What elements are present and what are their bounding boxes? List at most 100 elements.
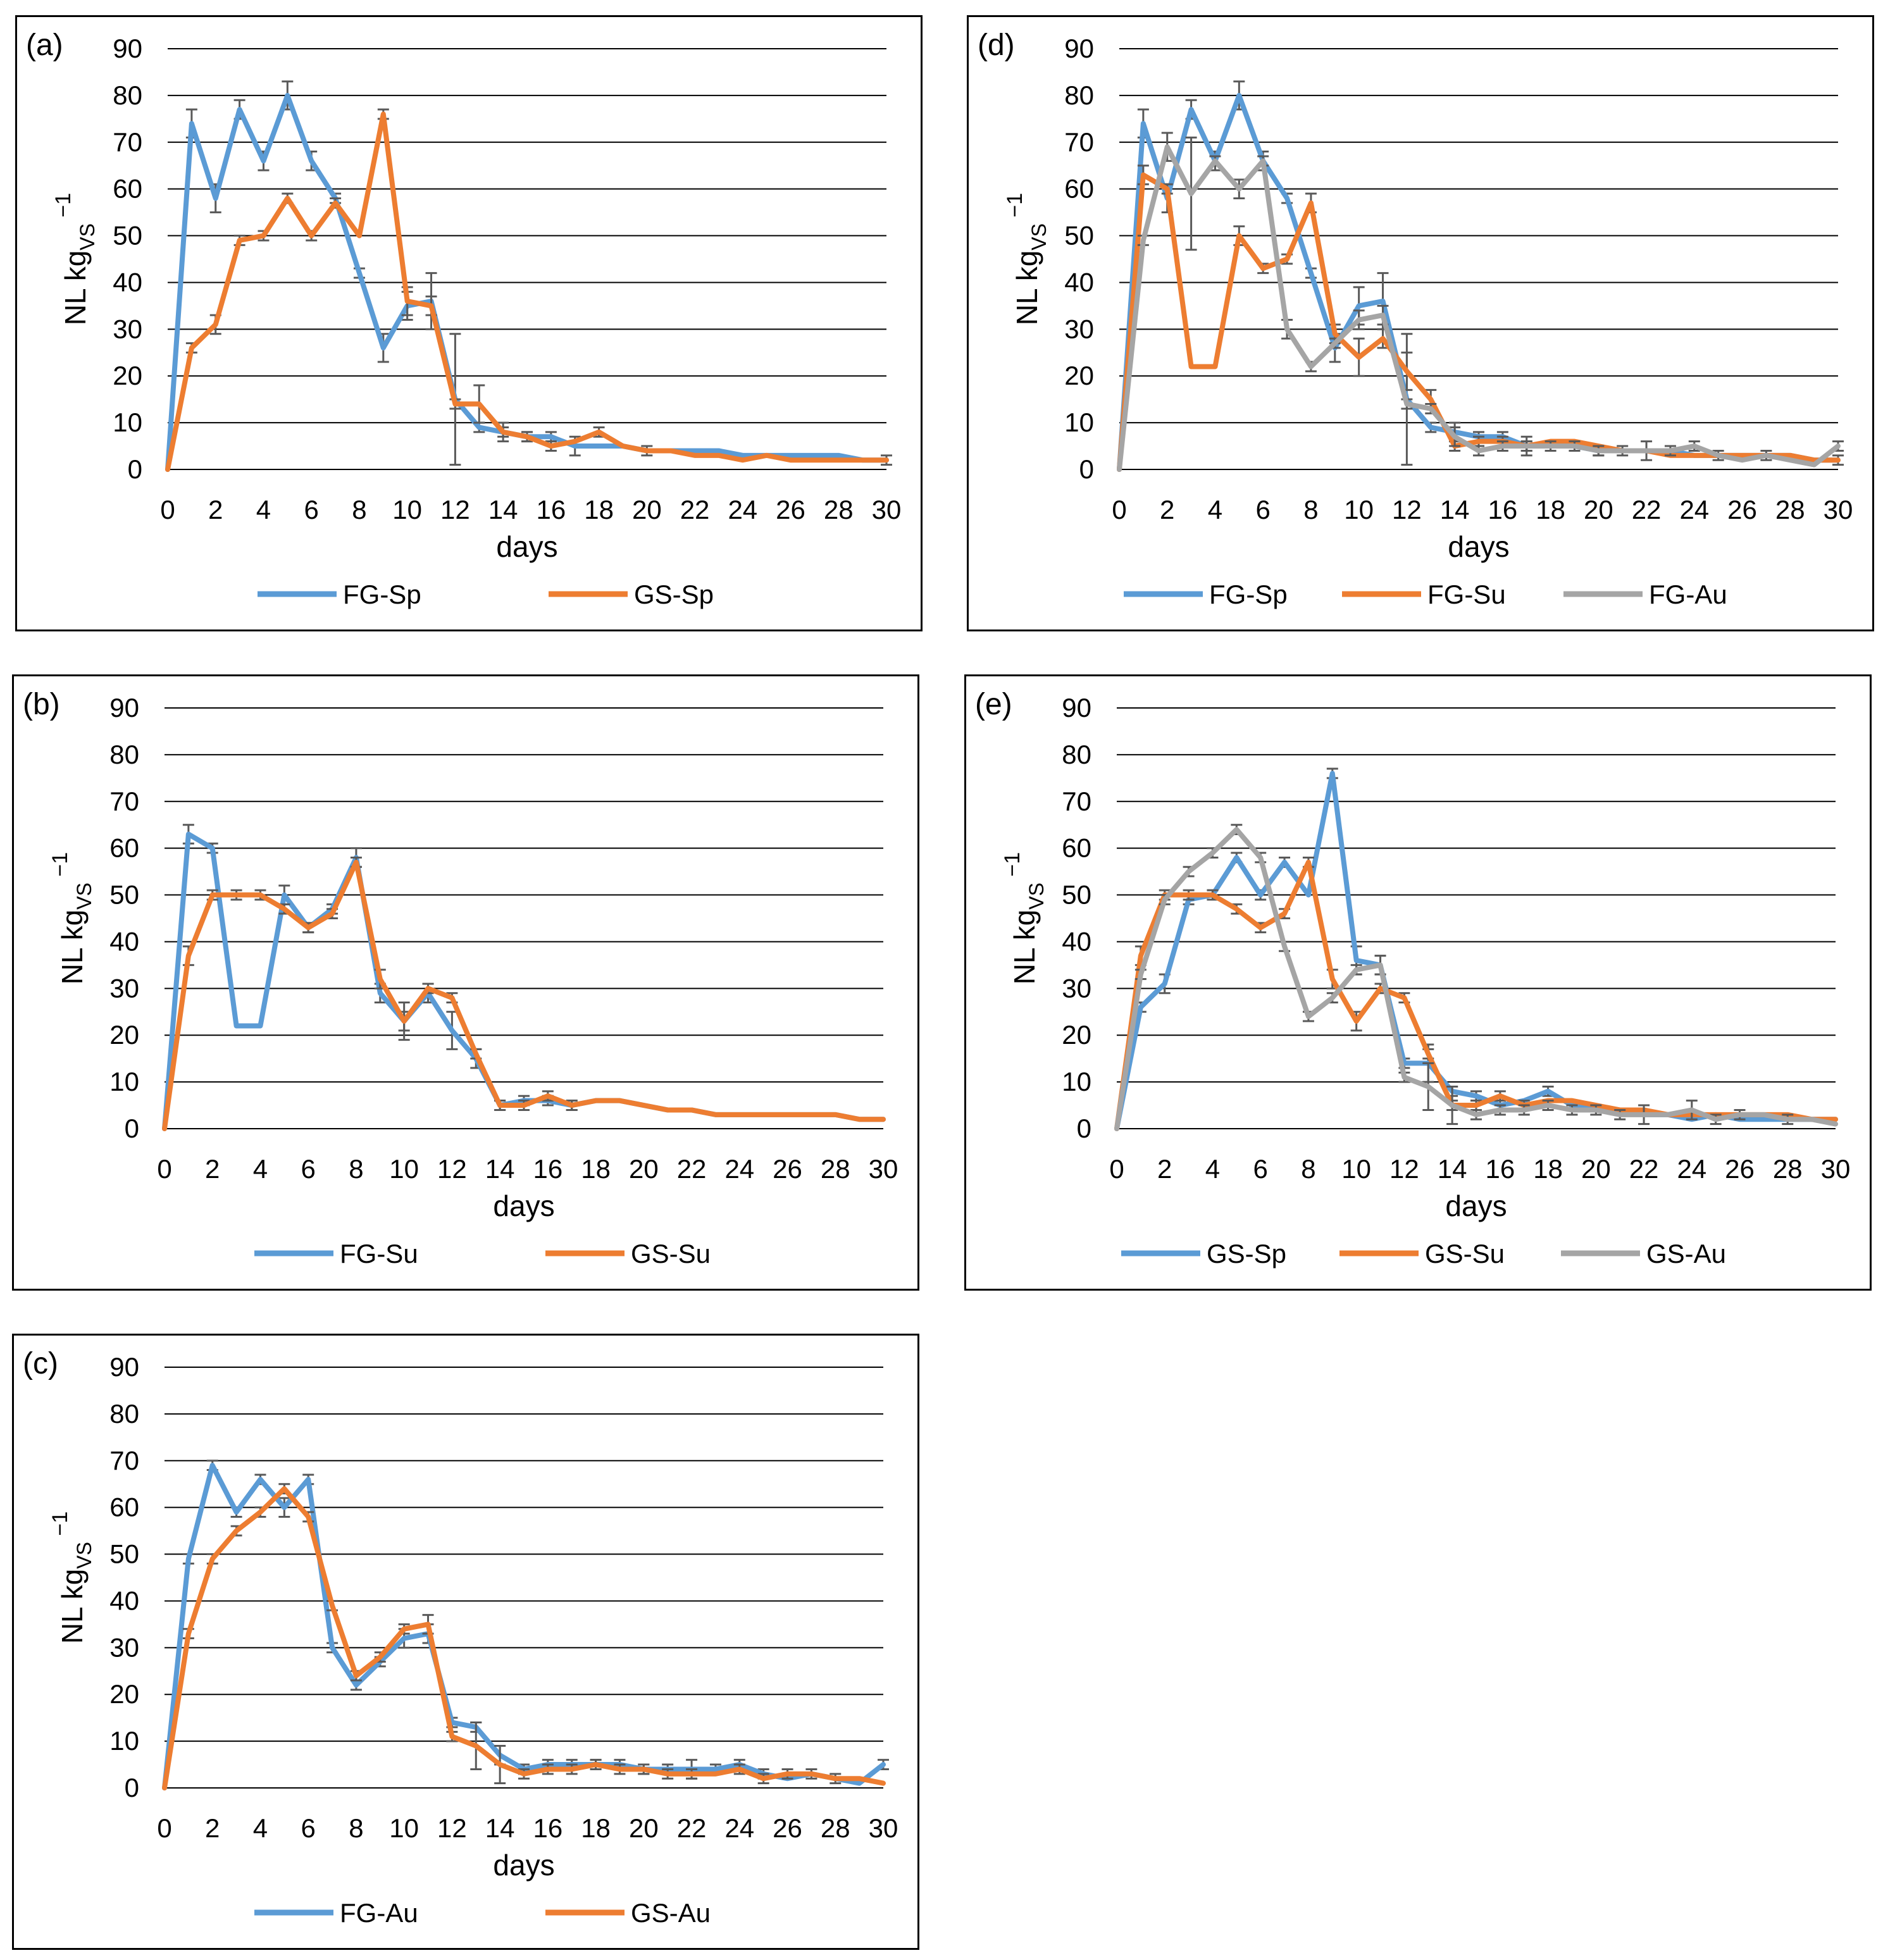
legend-label: FG-Au (340, 1898, 418, 1928)
legend-item-FG-Sp: FG-Sp (258, 580, 421, 609)
x-tick-label: 10 (392, 495, 422, 524)
x-axis-title: days (493, 1189, 554, 1222)
x-tick-label: 18 (581, 1813, 611, 1843)
x-tick-label: 8 (1301, 1154, 1315, 1184)
x-tick-label: 4 (1208, 495, 1222, 524)
x-tick-label: 26 (773, 1813, 802, 1843)
y-tick-label: 20 (1062, 1020, 1091, 1050)
y-tick-label: 20 (109, 1020, 139, 1050)
y-tick-label: 90 (1062, 693, 1091, 723)
y-tick-label: 90 (109, 693, 139, 723)
y-tick-label: 80 (1064, 80, 1094, 110)
y-axis-title: NL kgVS −1 (48, 1511, 96, 1644)
x-axis-title: days (493, 1849, 554, 1882)
x-tick-label: 20 (632, 495, 662, 524)
x-tick-label: 0 (157, 1813, 171, 1843)
series-line (1114, 771, 1838, 1131)
x-tick-label: 16 (533, 1154, 563, 1184)
legend-item-FG-Au: FG-Au (1563, 580, 1727, 609)
series-FG-Su (162, 824, 886, 1131)
series-line (1117, 144, 1841, 472)
chart-panel-b: (b) 0 10 20 30 40 50 60 70 80 90 0 2 4 6 8 10 12 14 16 18 20 2… (12, 674, 919, 1291)
y-tick-label: 50 (109, 880, 139, 910)
x-tick-label: 10 (1344, 495, 1374, 524)
y-tick-label: 80 (109, 1399, 139, 1429)
y-tick-label: 0 (1079, 454, 1094, 484)
y-tick-label: 70 (1062, 786, 1091, 816)
chart-panel-d: (d) 0 10 20 30 40 50 60 70 80 90 0 2 4 6 8 10 12 14 16 18 20 2… (967, 15, 1874, 631)
series-FG-Sp (1117, 80, 1844, 472)
x-tick-label: 4 (253, 1813, 268, 1843)
x-tick-label: 24 (1677, 1154, 1706, 1184)
legend-item-GS-Au: GS-Au (1561, 1239, 1726, 1268)
chart-panel-e: (e) 0 10 20 30 40 50 60 70 80 90 0 2 4 6 8 10 12 14 16 18 20 2… (964, 674, 1872, 1291)
y-tick-label: 70 (113, 127, 142, 157)
y-tick-label: 50 (109, 1539, 139, 1569)
chart-panel-c: (c) 0 10 20 30 40 50 60 70 80 90 0 2 4 6 8 10 12 14 16 18 20 2… (12, 1334, 919, 1950)
x-tick-label: 18 (1533, 1154, 1563, 1184)
series-line (162, 859, 886, 1131)
x-axis-title: days (1445, 1189, 1507, 1222)
y-tick-label: 40 (113, 267, 142, 297)
x-tick-label: 26 (773, 1154, 802, 1184)
x-tick-label: 2 (1160, 495, 1174, 524)
x-tick-label: 16 (1486, 1154, 1515, 1184)
legend-item-FG-Au: FG-Au (254, 1898, 418, 1928)
legend-item-FG-Su: FG-Su (1342, 580, 1506, 609)
x-tick-label: 12 (437, 1813, 467, 1843)
x-tick-label: 14 (485, 1154, 515, 1184)
x-tick-label: 6 (301, 1154, 316, 1184)
x-tick-label: 8 (352, 495, 366, 524)
x-tick-label: 0 (1112, 495, 1126, 524)
x-tick-label: 14 (1438, 1154, 1467, 1184)
x-tick-label: 4 (253, 1154, 268, 1184)
x-tick-label: 18 (1536, 495, 1565, 524)
legend-item-GS-Su: GS-Su (1339, 1239, 1505, 1268)
x-tick-label: 12 (440, 495, 470, 524)
x-tick-label: 8 (1303, 495, 1318, 524)
series-GS-Au (1114, 824, 1838, 1131)
x-tick-label: 28 (821, 1154, 850, 1184)
y-tick-label: 60 (1064, 174, 1094, 204)
x-tick-label: 24 (724, 1154, 754, 1184)
y-tick-label: 0 (125, 1113, 139, 1143)
x-tick-label: 26 (1727, 495, 1757, 524)
x-tick-label: 28 (1775, 495, 1805, 524)
y-tick-label: 70 (109, 786, 139, 816)
x-tick-label: 8 (349, 1813, 363, 1843)
legend-label: GS-Su (1425, 1239, 1505, 1268)
y-tick-label: 40 (109, 1585, 139, 1615)
x-tick-label: 30 (872, 495, 902, 524)
legend-label: FG-Su (1427, 580, 1506, 609)
legend-label: FG-Sp (1209, 580, 1288, 609)
series-GS-Sp (1114, 767, 1838, 1131)
y-tick-label: 30 (109, 1632, 139, 1662)
legend-label: GS-Sp (634, 580, 714, 609)
legend-label: FG-Au (1649, 580, 1727, 609)
series-line (162, 831, 886, 1131)
x-tick-label: 22 (677, 1154, 707, 1184)
panel-label: (b) (23, 688, 60, 721)
x-tick-label: 2 (208, 495, 223, 524)
x-tick-label: 28 (821, 1813, 850, 1843)
y-tick-label: 40 (1062, 926, 1091, 956)
x-tick-label: 26 (776, 495, 805, 524)
y-tick-label: 10 (113, 407, 142, 437)
y-tick-label: 60 (109, 833, 139, 863)
x-tick-label: 6 (304, 495, 319, 524)
y-tick-label: 30 (109, 973, 139, 1003)
x-tick-label: 20 (1581, 1154, 1611, 1184)
x-tick-label: 10 (1341, 1154, 1371, 1184)
panel-label: (c) (23, 1347, 58, 1380)
y-tick-label: 40 (1064, 267, 1094, 297)
x-tick-label: 4 (1205, 1154, 1220, 1184)
x-tick-label: 30 (1821, 1154, 1851, 1184)
x-axis-title: days (496, 530, 557, 563)
chart-panel-a: (a) 0 10 20 30 40 50 60 70 80 90 0 2 4 6 8 10 12 14 16 18 20 2… (15, 15, 923, 631)
x-tick-label: 24 (728, 495, 757, 524)
y-tick-label: 20 (109, 1679, 139, 1709)
y-tick-label: 30 (1064, 314, 1094, 344)
y-tick-label: 30 (113, 314, 142, 344)
